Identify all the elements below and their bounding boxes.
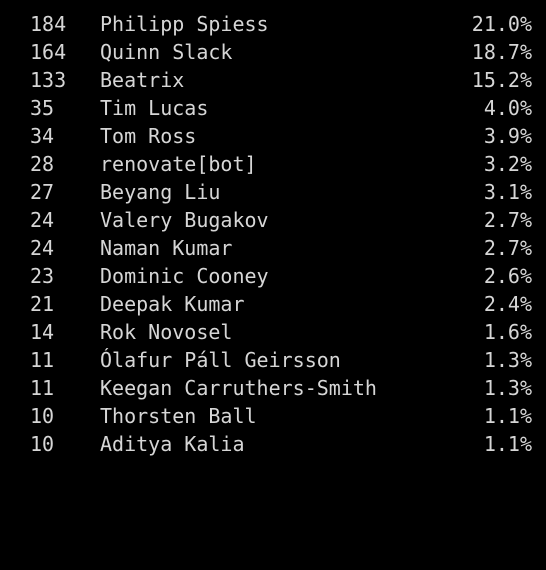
author-name: Ólafur Páll Geirsson	[100, 348, 341, 372]
author-name: Beyang Liu	[100, 180, 221, 204]
commit-percent: 18.7%	[471, 40, 532, 64]
commit-count: 11	[30, 348, 55, 372]
author-name: Rok Novosel	[100, 320, 233, 344]
contributor-row: 133 Beatrix 15.2%	[0, 66, 546, 94]
commit-count: 24	[30, 208, 55, 232]
commit-percent: 2.4%	[483, 292, 532, 316]
author-name: Thorsten Ball	[100, 404, 257, 428]
author-name: Philipp Spiess	[100, 12, 269, 36]
commit-percent: 1.1%	[483, 432, 532, 456]
author-name: Dominic Cooney	[100, 264, 269, 288]
commit-count: 27	[30, 180, 55, 204]
author-name: renovate[bot]	[100, 152, 257, 176]
commit-count: 24	[30, 236, 55, 260]
contributor-row: 11 Keegan Carruthers-Smith 1.3%	[0, 374, 546, 402]
contributor-row: 10 Aditya Kalia 1.1%	[0, 430, 546, 458]
commit-percent: 15.2%	[471, 68, 532, 92]
contributor-row: 24 Naman Kumar 2.7%	[0, 234, 546, 262]
commit-percent: 1.3%	[483, 348, 532, 372]
commit-count: 34	[30, 124, 55, 148]
contributor-row: 28 renovate[bot] 3.2%	[0, 150, 546, 178]
contributor-row: 14 Rok Novosel 1.6%	[0, 318, 546, 346]
contributor-row: 11 Ólafur Páll Geirsson 1.3%	[0, 346, 546, 374]
author-name: Naman Kumar	[100, 236, 233, 260]
contributor-row: 35 Tim Lucas 4.0%	[0, 94, 546, 122]
commit-percent: 1.1%	[483, 404, 532, 428]
author-name: Valery Bugakov	[100, 208, 269, 232]
commit-count: 35	[30, 96, 55, 120]
author-name: Deepak Kumar	[100, 292, 245, 316]
author-name: Keegan Carruthers-Smith	[100, 376, 377, 400]
contributor-row: 10 Thorsten Ball 1.1%	[0, 402, 546, 430]
commit-percent: 21.0%	[471, 12, 532, 36]
commit-count: 164	[30, 40, 67, 64]
commit-percent: 3.1%	[483, 180, 532, 204]
commit-percent: 2.6%	[483, 264, 532, 288]
contributor-row: 24 Valery Bugakov 2.7%	[0, 206, 546, 234]
terminal-output: 184 Philipp Spiess 21.0% 164 Quinn Slack…	[0, 10, 546, 458]
commit-count: 23	[30, 264, 55, 288]
commit-count: 14	[30, 320, 55, 344]
contributor-row: 21 Deepak Kumar 2.4%	[0, 290, 546, 318]
commit-percent: 3.2%	[483, 152, 532, 176]
commit-count: 184	[30, 12, 67, 36]
contributor-row: 184 Philipp Spiess 21.0%	[0, 10, 546, 38]
commit-percent: 3.9%	[483, 124, 532, 148]
commit-count: 11	[30, 376, 55, 400]
commit-count: 133	[30, 68, 67, 92]
contributor-row: 34 Tom Ross 3.9%	[0, 122, 546, 150]
contributor-row: 27 Beyang Liu 3.1%	[0, 178, 546, 206]
author-name: Quinn Slack	[100, 40, 233, 64]
contributor-list: 184 Philipp Spiess 21.0% 164 Quinn Slack…	[0, 10, 546, 458]
author-name: Aditya Kalia	[100, 432, 245, 456]
commit-count: 21	[30, 292, 55, 316]
commit-percent: 2.7%	[483, 208, 532, 232]
contributor-row: 164 Quinn Slack 18.7%	[0, 38, 546, 66]
commit-percent: 4.0%	[483, 96, 532, 120]
commit-percent: 1.6%	[483, 320, 532, 344]
commit-count: 10	[30, 432, 55, 456]
author-name: Tim Lucas	[100, 96, 209, 120]
commit-count: 28	[30, 152, 55, 176]
contributor-row: 23 Dominic Cooney 2.6%	[0, 262, 546, 290]
commit-count: 10	[30, 404, 55, 428]
author-name: Tom Ross	[100, 124, 197, 148]
commit-percent: 1.3%	[483, 376, 532, 400]
author-name: Beatrix	[100, 68, 185, 92]
commit-percent: 2.7%	[483, 236, 532, 260]
